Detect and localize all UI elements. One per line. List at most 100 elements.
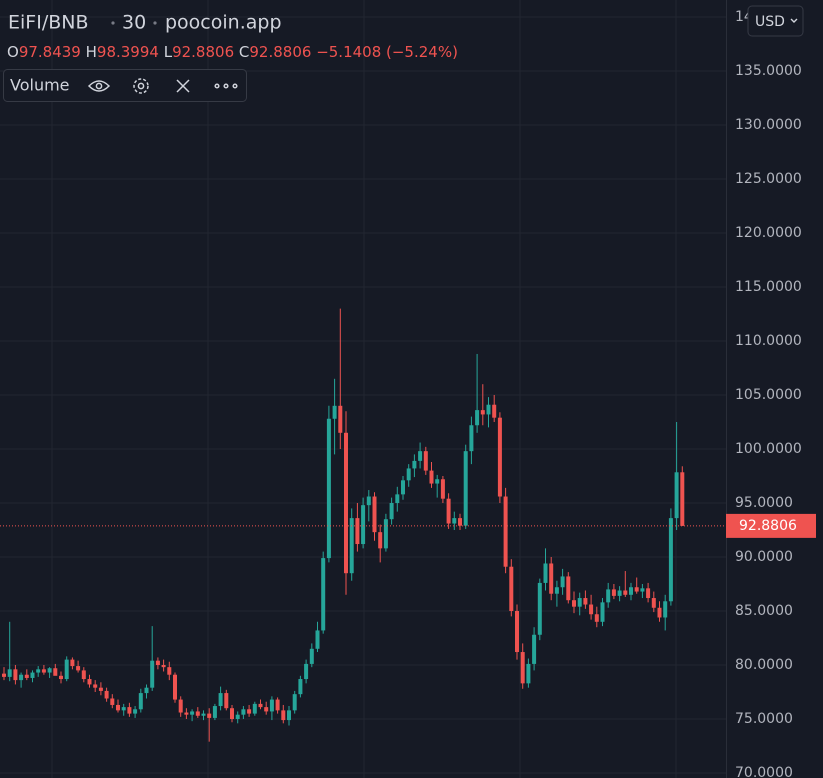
candle-body [59,675,63,680]
candle-body [98,687,103,691]
currency[interactable]: USD [755,14,785,30]
y-tick-label: 110.0000 [735,333,802,349]
candle-body [560,576,565,588]
low-value: 92.8806 [172,43,234,61]
gear-center [137,82,145,90]
candle-body [509,566,514,611]
candle-body [93,684,98,688]
candle-body [178,699,183,713]
candle-body [549,563,554,594]
y-tick-label: 75.0000 [735,711,793,727]
candle-body [383,519,388,549]
candle-body [292,694,297,711]
candle-body [480,410,485,415]
candle-body [395,494,400,503]
candle-body [53,668,58,676]
ohlc-legend: O97.8439 H98.3994 L92.8806 C92.8806 −5.1… [7,43,458,61]
candle-body [657,607,662,618]
candle-body [7,669,12,677]
eye-icon[interactable] [87,80,111,92]
candle-body [486,404,491,415]
candle-body [315,630,320,649]
candle-body [298,679,303,695]
candle-body [321,558,326,631]
candle-body [195,711,200,716]
close-icon[interactable] [176,79,190,93]
candle-body [287,710,291,721]
candle-body [366,496,371,506]
candle-body [361,505,366,545]
currency-button[interactable] [747,5,804,37]
axis: 70.0000 75.0000 80.0000 85.0000 90.0000 95.00… [726,9,816,778]
open-value: 97.8439 [19,43,81,61]
eye-pupil [95,82,103,90]
y-tick-label: 70.0000 [735,765,793,778]
candle-body [378,532,383,549]
candle-body [104,690,109,699]
candle-body [572,600,576,607]
plot [0,308,726,742]
indicator-pill [3,69,247,102]
low-label: L [164,43,173,61]
candle-body [338,405,343,433]
candle-body [469,425,474,452]
y-tick-label: 130.0000 [735,117,802,133]
candle-body [349,518,354,574]
indicator-icons [87,78,238,94]
candle-body [623,590,628,595]
candle-body [121,707,126,711]
candle-body [475,410,480,426]
candle-body [230,708,234,719]
candle-body [440,479,445,499]
separator [111,21,115,25]
candle-body [412,460,417,469]
candle-body [663,601,668,618]
candle-body [218,693,223,707]
high-label: H [86,43,97,61]
candle-body [492,404,497,418]
interval: 30 [122,12,146,34]
candle-body [611,589,616,596]
candle-body [269,699,274,712]
candle-body [281,710,286,721]
y-tick-label: 105.0000 [735,387,802,403]
high-value: 98.3994 [97,43,159,61]
candle-body [668,518,673,602]
candle-body [515,611,519,653]
candle-body [36,669,41,673]
grid [0,0,726,778]
candle-body [372,496,377,533]
chevron [790,18,798,23]
candle-body [606,589,611,603]
candle-body [435,479,440,484]
candle-body [537,582,542,635]
candle-body [224,693,229,709]
candle-body [429,470,434,484]
candle-body [651,598,656,608]
y-tick-label: 90.0000 [735,549,793,565]
candle-body [577,598,582,607]
candle-body [247,709,252,714]
candle-body [264,707,269,712]
candle-body [423,451,428,471]
close-label: C [239,43,249,61]
more-dot[interactable] [214,83,220,89]
candle-body [680,472,685,526]
candle-body [30,672,35,678]
candle-body [184,712,189,715]
more-dot[interactable] [223,83,229,89]
candle-body [127,707,132,714]
candle-body [241,709,246,715]
gear-icon[interactable] [133,78,149,94]
candle-body [452,518,457,524]
more-dot[interactable] [232,83,238,89]
open-label: O [7,43,19,61]
candle-body [207,713,212,718]
close-value: 92.8806 [249,43,311,61]
candle-body [583,598,588,605]
candle-body [594,614,599,622]
y-tick-label: 135.0000 [735,63,802,79]
candle-body [138,693,143,710]
candle-body [600,602,605,622]
